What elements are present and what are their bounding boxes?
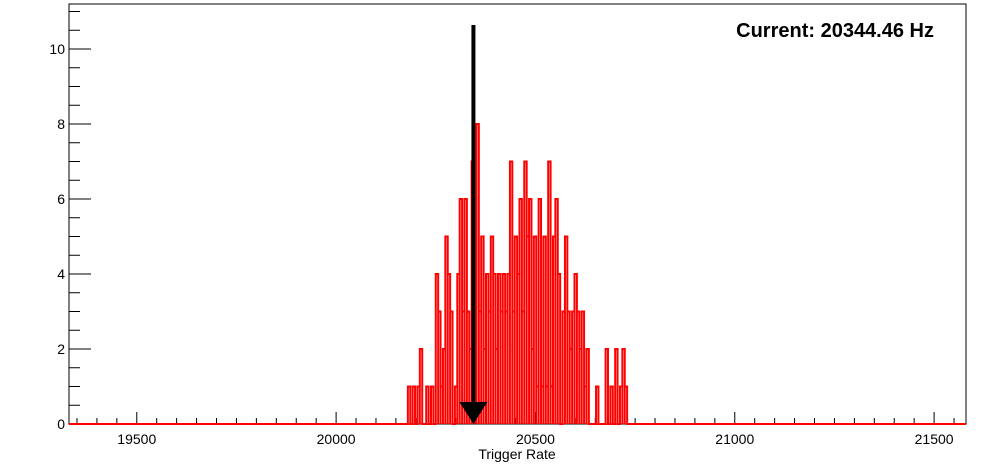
current-rate-arrow — [459, 25, 488, 424]
current-rate-label: Current: 20344.46 Hz — [736, 20, 934, 42]
y-tick-label: 0 — [57, 416, 65, 432]
y-tick-label: 2 — [57, 341, 65, 357]
x-axis-title: Trigger Rate — [478, 446, 556, 462]
y-tick-label: 10 — [49, 41, 65, 57]
x-axis: 19500 20000 20500 21000 21500 — [76, 412, 955, 447]
x-tick-label: 20000 — [317, 431, 356, 447]
x-tick-label: 19500 — [117, 431, 156, 447]
x-tick-label: 21000 — [715, 431, 754, 447]
y-tick-label: 8 — [57, 116, 65, 132]
y-tick-label: 6 — [57, 191, 65, 207]
y-axis: 0 2 4 6 8 10 — [49, 11, 91, 432]
x-tick-label: 21500 — [915, 431, 954, 447]
y-tick-label: 4 — [57, 266, 65, 282]
x-tick-label: 20500 — [516, 431, 555, 447]
histogram-series — [69, 123, 966, 425]
arrow-head — [459, 402, 488, 424]
